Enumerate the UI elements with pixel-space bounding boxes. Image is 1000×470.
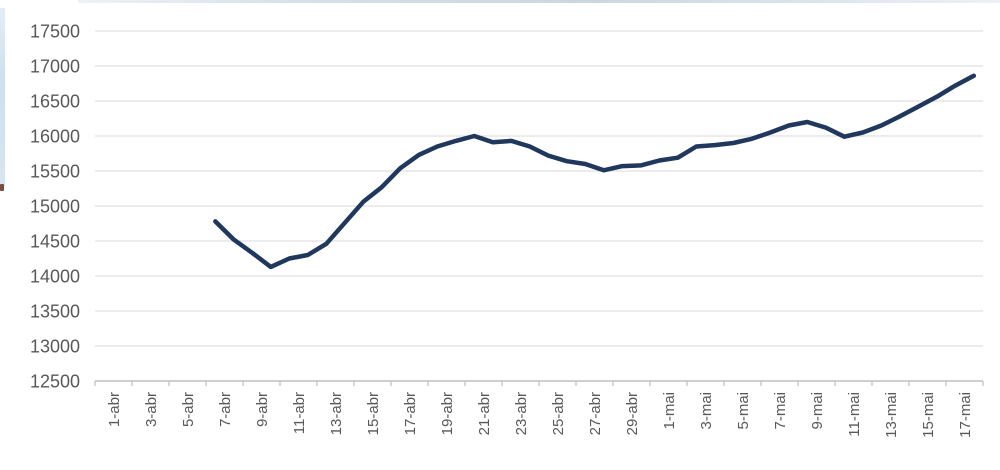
y-tick-label: 17000 xyxy=(30,56,80,76)
x-tick-label: 3-abr xyxy=(143,392,160,427)
x-tick-label: 29-abr xyxy=(624,392,641,435)
x-tick-label: 5-mai xyxy=(735,392,752,430)
y-tick-label: 16500 xyxy=(30,91,80,111)
x-tick-label: 17-mai xyxy=(957,392,974,438)
y-tick-label: 15500 xyxy=(30,161,80,181)
price-index-line xyxy=(213,73,977,270)
gridlines xyxy=(95,30,983,347)
x-tick-label: 17-abr xyxy=(402,392,419,435)
x-tick-label: 23-abr xyxy=(513,392,530,435)
y-tick-label: 15000 xyxy=(30,196,80,216)
x-tick-label: 21-abr xyxy=(476,392,493,435)
x-tick-label: 13-mai xyxy=(883,392,900,438)
cropped-top-edge-artifact xyxy=(78,0,1000,3)
x-tick-label: 3-mai xyxy=(698,392,715,430)
x-tick-label: 25-abr xyxy=(550,392,567,435)
x-tick-label: 1-mai xyxy=(661,392,678,430)
y-tick-label: 17500 xyxy=(30,21,80,41)
x-tick-label: 15-mai xyxy=(920,392,937,438)
cropped-left-edge-artifact xyxy=(0,8,5,186)
x-tick-label: 11-abr xyxy=(291,392,308,434)
x-tick-label: 19-abr xyxy=(439,392,456,435)
y-tick-label: 14000 xyxy=(30,266,80,286)
data-series xyxy=(213,73,977,270)
y-tick-label: 13500 xyxy=(30,301,80,321)
x-tick-label: 7-mai xyxy=(772,392,789,430)
x-tick-label: 9-abr xyxy=(254,392,271,427)
y-tick-label: 14500 xyxy=(30,231,80,251)
x-tick-label: 27-abr xyxy=(587,392,604,435)
x-axis xyxy=(94,380,984,386)
x-axis-labels: 1-abr 3-abr 5-abr 7-abr 9-abr 11-abr 13-abr 15-… xyxy=(106,392,974,438)
x-tick-label: 11-mai xyxy=(846,392,863,437)
x-tick-label: 5-abr xyxy=(180,392,197,427)
x-tick-label: 13-abr xyxy=(328,392,345,435)
y-tick-label: 13000 xyxy=(30,336,80,356)
x-tick-label: 7-abr xyxy=(217,392,234,427)
x-tick-label: 15-abr xyxy=(365,392,382,435)
x-tick-label: 9-mai xyxy=(809,392,826,430)
cropped-left-edge-dot xyxy=(0,184,4,191)
y-tick-label: 16000 xyxy=(30,126,80,146)
y-tick-label: 12500 xyxy=(30,371,80,391)
y-axis-labels: 12500 13000 13500 14000 14500 15000 15500 16000… xyxy=(30,21,80,391)
x-tick-label: 1-abr xyxy=(106,392,123,427)
